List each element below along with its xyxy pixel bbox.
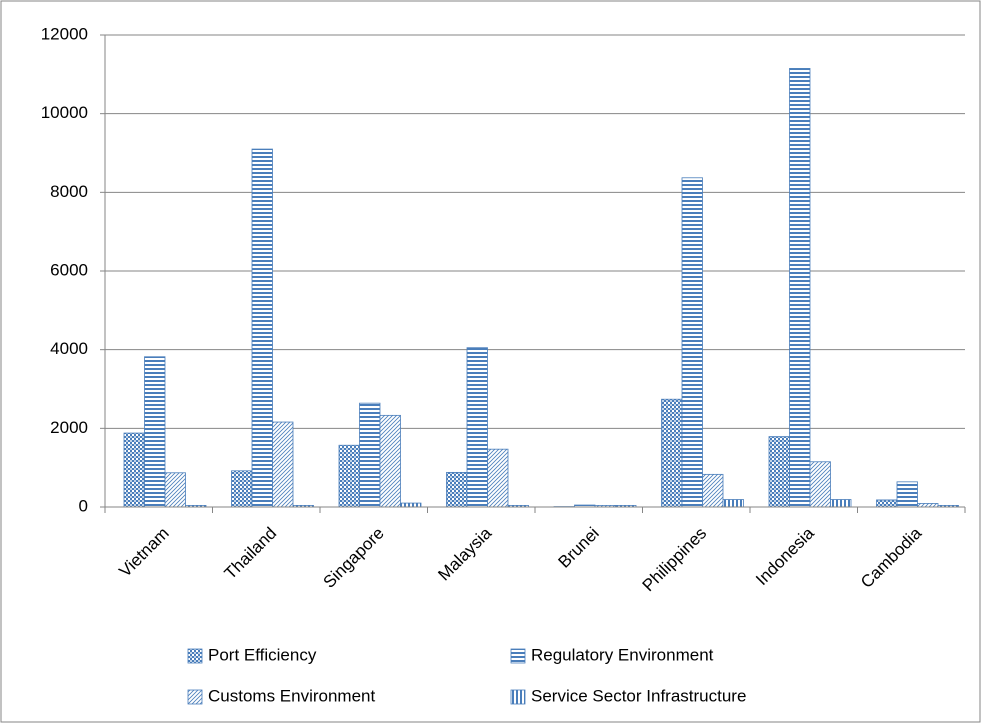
legend-item: Customs Environment <box>187 686 376 705</box>
bar <box>359 402 381 508</box>
bar <box>789 68 811 508</box>
legend-item: Port Efficiency <box>187 645 317 664</box>
y-tick-label: 10000 <box>41 103 88 122</box>
y-tick-label: 6000 <box>50 260 88 279</box>
bar <box>876 499 898 508</box>
bar <box>446 471 468 508</box>
legend-label: Service Sector Infrastructure <box>531 686 746 705</box>
y-tick-label: 0 <box>79 496 88 515</box>
bar <box>896 481 918 508</box>
legend-swatch <box>187 648 203 664</box>
legend-label: Port Efficiency <box>208 645 317 664</box>
bar <box>251 148 273 508</box>
bar <box>272 421 294 508</box>
legend-swatch <box>510 689 526 705</box>
bar <box>487 448 509 508</box>
y-tick-label: 2000 <box>50 418 88 437</box>
bar <box>144 356 166 508</box>
bar <box>917 503 939 508</box>
bar <box>379 414 401 508</box>
bar <box>768 436 790 508</box>
y-tick-label: 8000 <box>50 182 88 201</box>
legend-label: Regulatory Environment <box>531 645 714 664</box>
bar <box>830 499 852 508</box>
legend-swatch <box>187 689 203 705</box>
y-tick-label: 4000 <box>50 339 88 358</box>
legend-label: Customs Environment <box>208 686 376 705</box>
y-tick-label: 12000 <box>41 24 88 43</box>
bar <box>702 473 724 508</box>
legend-item: Service Sector Infrastructure <box>510 686 746 705</box>
bar <box>466 347 488 508</box>
bar <box>809 461 831 508</box>
bar <box>123 432 145 508</box>
bar <box>661 398 683 508</box>
bar <box>722 499 744 508</box>
legend-swatch <box>510 648 526 664</box>
bar <box>164 472 186 508</box>
bar <box>231 470 253 508</box>
bar <box>681 177 703 508</box>
bar <box>400 502 422 508</box>
bar <box>338 444 360 508</box>
legend-item: Regulatory Environment <box>510 645 714 664</box>
